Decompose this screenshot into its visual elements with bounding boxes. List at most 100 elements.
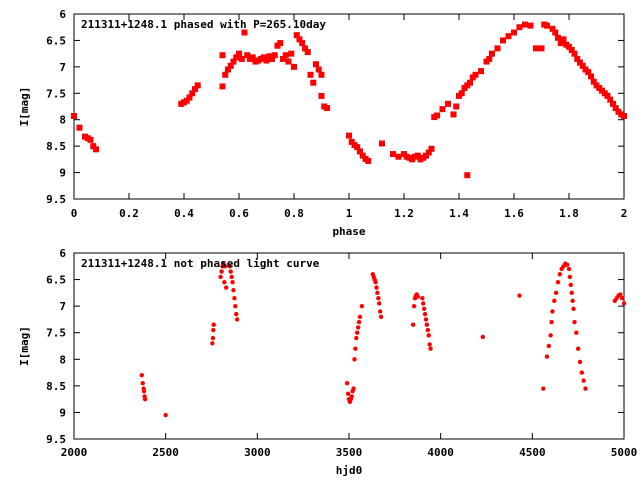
- phased-plot-title: 211311+1248.1 phased with P=265.10day: [81, 18, 326, 31]
- data-point: [93, 146, 99, 153]
- data-point: [269, 55, 275, 62]
- data-point: [427, 342, 432, 347]
- data-point: [422, 311, 428, 317]
- data-point: [349, 394, 354, 399]
- data-point: [378, 314, 384, 319]
- data-point: [415, 294, 420, 299]
- data-point: [249, 54, 256, 61]
- data-point: [544, 22, 550, 29]
- data-point: [260, 54, 267, 61]
- data-point: [421, 306, 427, 311]
- data-point: [219, 52, 226, 59]
- unphased-x-ticks: 2000 2500 3000 3500 4000 4500 5000: [61, 253, 637, 459]
- data-point: [348, 138, 355, 145]
- data-point: [233, 54, 240, 61]
- y-tick-label: 6.5: [46, 274, 66, 287]
- data-point: [550, 309, 555, 314]
- data-point: [421, 301, 426, 306]
- data-point: [424, 322, 430, 327]
- x-tick-label: 1.4: [449, 207, 469, 220]
- data-point: [590, 78, 597, 85]
- data-point: [574, 55, 581, 62]
- data-point: [552, 29, 559, 36]
- data-point: [353, 346, 358, 351]
- data-point: [564, 262, 570, 267]
- y-tick-label: 8: [59, 353, 66, 366]
- data-point: [210, 341, 215, 346]
- data-point: [219, 269, 224, 274]
- data-point: [141, 388, 147, 394]
- data-point: [377, 309, 383, 314]
- data-point: [467, 79, 473, 86]
- data-point: [585, 69, 592, 76]
- data-point: [549, 319, 554, 325]
- data-point: [423, 152, 429, 159]
- data-point: [313, 61, 319, 68]
- data-point: [581, 378, 586, 383]
- data-point: [302, 45, 308, 52]
- data-point: [304, 49, 311, 56]
- data-point: [555, 34, 561, 41]
- data-point: [315, 66, 322, 73]
- data-point: [527, 22, 534, 29]
- data-point: [414, 152, 421, 159]
- data-point: [538, 45, 545, 52]
- data-point: [310, 79, 317, 86]
- data-point: [546, 343, 552, 349]
- data-point: [480, 334, 486, 340]
- data-point: [549, 25, 556, 32]
- data-point: [583, 386, 588, 391]
- x-tick-label: 4500: [519, 446, 546, 459]
- data-point: [604, 92, 611, 99]
- y-tick-label: 8.5: [46, 140, 66, 153]
- data-point: [307, 71, 314, 78]
- data-point: [210, 335, 216, 341]
- data-point: [236, 50, 242, 57]
- data-point: [140, 381, 145, 386]
- data-point: [241, 29, 248, 36]
- data-point: [566, 43, 572, 50]
- y-tick-label: 6: [59, 8, 66, 21]
- data-point: [230, 58, 237, 65]
- data-point: [552, 298, 557, 304]
- x-tick-label: 1: [346, 207, 353, 220]
- data-point: [87, 136, 94, 143]
- data-point: [570, 298, 575, 304]
- data-point: [324, 105, 330, 112]
- x-tick-label: 1.6: [504, 207, 524, 220]
- phased-light-curve-panel: 6 6.5 7 7.5 8 8.5 9 9.5 0 0.2 0.4 0.6 0.8 1 1.2 1.4 1.6…: [18, 8, 627, 238]
- data-point: [568, 46, 575, 53]
- data-point: [356, 319, 362, 325]
- data-point: [571, 306, 576, 311]
- data-point: [450, 111, 457, 118]
- data-point: [464, 172, 471, 179]
- data-point: [223, 285, 229, 290]
- data-point: [357, 148, 363, 155]
- x-tick-label: 0.8: [284, 207, 304, 220]
- data-point: [211, 322, 216, 327]
- y-tick-label: 6: [59, 247, 66, 260]
- data-point: [379, 140, 385, 147]
- data-point: [569, 290, 574, 296]
- data-point: [377, 301, 382, 306]
- data-point: [280, 55, 286, 62]
- data-point: [299, 40, 306, 47]
- data-point: [163, 412, 168, 418]
- data-point: [318, 92, 325, 99]
- data-point: [296, 36, 303, 43]
- y-tick-label: 8.5: [46, 380, 66, 393]
- phased-x-axis-label: phase: [332, 225, 365, 238]
- data-point: [376, 295, 381, 301]
- data-point: [548, 333, 553, 338]
- data-point: [234, 317, 240, 322]
- y-tick-label: 7: [59, 300, 66, 313]
- data-point: [478, 68, 484, 75]
- data-point: [76, 124, 83, 131]
- data-point: [359, 152, 366, 159]
- data-point: [288, 50, 295, 57]
- data-point: [211, 327, 216, 333]
- data-point: [139, 373, 145, 378]
- data-point: [560, 36, 567, 43]
- data-point: [232, 295, 237, 301]
- data-point: [544, 354, 550, 359]
